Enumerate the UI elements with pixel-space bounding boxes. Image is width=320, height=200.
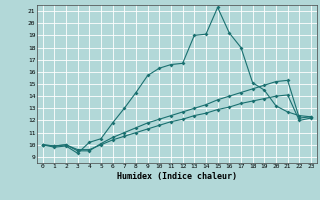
- X-axis label: Humidex (Indice chaleur): Humidex (Indice chaleur): [117, 172, 237, 181]
